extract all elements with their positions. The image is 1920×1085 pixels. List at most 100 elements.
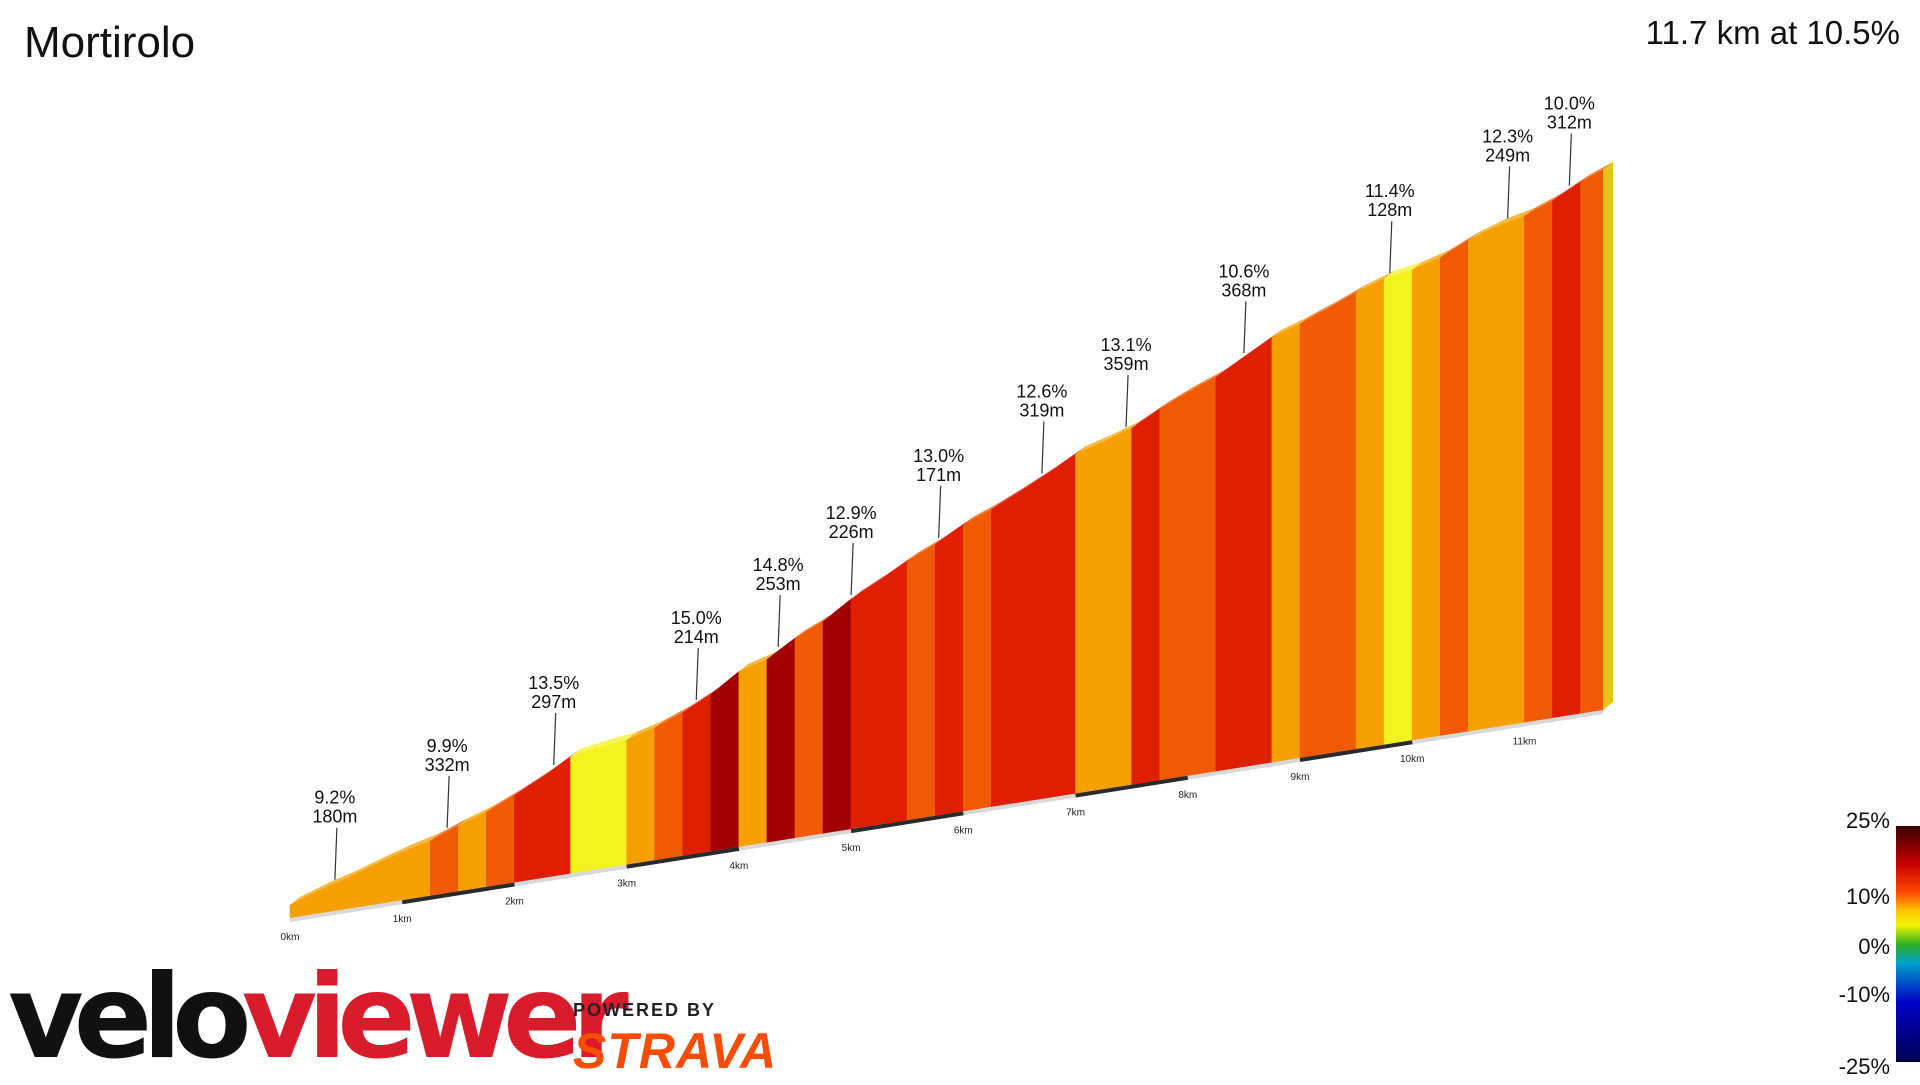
profile-top-bevel — [1159, 384, 1198, 410]
x-tick-label: 4km — [729, 861, 748, 872]
strava-logo: STRAVA — [573, 1023, 778, 1079]
profile-top-bevel — [1552, 174, 1591, 201]
legend-label-minus-10: -10% — [1838, 982, 1890, 1007]
gradient-slice — [1524, 200, 1553, 723]
annotation-length: 214m — [674, 627, 719, 647]
profile-top-bevel — [598, 732, 637, 748]
annotation-leader-line — [695, 647, 699, 700]
annotation-leader-line — [938, 485, 942, 539]
profile-top-bevel — [346, 857, 385, 879]
gradient-slice — [1103, 427, 1132, 790]
gradient-slices — [289, 169, 1604, 919]
annotation-grade: 12.9% — [826, 503, 877, 523]
gradient-slice — [794, 620, 824, 839]
profile-top-bevel — [1271, 315, 1310, 338]
profile-top-bevel — [1496, 208, 1535, 227]
profile-top-bevel — [1243, 329, 1282, 358]
annotation-grade: 12.3% — [1482, 126, 1533, 146]
profile-top-edge — [290, 162, 1613, 905]
gradient-slice — [682, 693, 712, 857]
gradient-slice — [570, 747, 599, 874]
profile-end-face — [1603, 162, 1613, 710]
x-tick-label: 9km — [1291, 772, 1310, 783]
gradient-slice — [766, 637, 796, 843]
annotation-leader-line — [334, 827, 338, 880]
gradient-slice — [1299, 308, 1329, 759]
gradient-slice — [1075, 441, 1104, 794]
gradient-slice — [1131, 408, 1161, 786]
profile-top-bevel — [486, 787, 525, 813]
profile-top-bevel — [879, 553, 918, 581]
annotation-leader-line — [777, 594, 781, 648]
profile-top-bevel — [851, 572, 890, 600]
veloviewer-wordmark: veloviewer — [8, 960, 629, 1076]
x-tick-label: 10km — [1400, 754, 1424, 765]
annotation-leader-line — [1041, 421, 1045, 474]
gradient-slice — [598, 739, 627, 870]
profile-top-bevel — [1440, 232, 1479, 258]
gradient-slice — [1468, 226, 1497, 732]
gradient-slice — [934, 524, 964, 817]
profile-top-bevel — [542, 748, 581, 778]
profile-top-bevel — [766, 630, 805, 660]
x-tick-label: 0km — [281, 932, 300, 943]
gradient-slice — [1159, 391, 1189, 781]
profile-top-bevel — [430, 817, 469, 841]
profile-top-bevel — [290, 883, 329, 905]
gradient-slice — [963, 509, 992, 812]
distance-axis: 0km 1km 2km 3km 4km 5km 6km 7km 8km 9km 10km 11km — [281, 710, 1604, 943]
gradient-slice — [822, 598, 852, 834]
profile-top-bevel — [682, 686, 721, 713]
gradient-slice — [458, 811, 487, 892]
x-tick-label: 3km — [617, 879, 636, 890]
gradient-slice — [1383, 269, 1413, 746]
annotation-length: 226m — [829, 522, 874, 542]
annotation-length: 319m — [1019, 400, 1064, 420]
x-tick-label: 6km — [954, 825, 973, 836]
profile-top-bevel — [991, 484, 1030, 510]
gradient-slice — [626, 727, 656, 866]
profile-top-bevel — [1215, 349, 1254, 378]
gradient-slice — [542, 756, 571, 879]
annotation-leader-line — [1125, 374, 1129, 428]
gradient-slice — [1552, 181, 1581, 719]
profile-top-bevel — [374, 844, 413, 866]
profile-top-bevel — [1328, 284, 1367, 309]
profile-top-bevel — [1580, 162, 1613, 183]
gradient-slice — [1019, 473, 1048, 803]
profile-top-bevel — [318, 870, 357, 892]
annotation-length: 180m — [312, 807, 357, 827]
x-tick-label: 5km — [842, 843, 861, 854]
annotation-leader-line — [446, 775, 450, 828]
annotation-length: 297m — [531, 692, 576, 712]
profile-top-bevel — [514, 769, 553, 796]
gradient-slice — [1215, 356, 1245, 772]
x-tick-label: 2km — [505, 896, 524, 907]
climb-summary: 11.7 km at 10.5% — [1645, 14, 1900, 51]
axis-km-band — [401, 882, 515, 905]
annotation-leader-line — [1243, 301, 1247, 354]
annotation-grade: 12.6% — [1016, 381, 1067, 401]
annotation-length: 368m — [1221, 280, 1266, 300]
annotation-grade: 13.1% — [1101, 335, 1152, 355]
gradient-slice — [906, 543, 936, 821]
x-tick-label: 1km — [393, 914, 412, 925]
profile-top-bevel — [1103, 420, 1142, 442]
axis-km-band — [1075, 775, 1189, 798]
profile-top-bevel — [1300, 300, 1339, 324]
legend-label-10: 10% — [1845, 884, 1890, 909]
annotation-leader-line — [850, 543, 854, 596]
gradient-slice — [1439, 239, 1469, 737]
axis-km-band — [1299, 740, 1413, 762]
gradient-slice — [514, 776, 543, 883]
annotation-length: 359m — [1104, 354, 1149, 374]
profile-top-bevel — [1047, 446, 1086, 474]
axis-km-band — [850, 811, 964, 834]
gradient-slice — [1047, 453, 1076, 799]
profile-top-bevel — [1524, 192, 1563, 217]
annotation-grade: 13.0% — [913, 446, 964, 466]
gradient-color-scale — [1896, 826, 1920, 1062]
annotation-grade: 9.2% — [314, 788, 355, 808]
annotation-grade: 11.4% — [1365, 181, 1415, 201]
gradient-slice — [1327, 292, 1357, 754]
